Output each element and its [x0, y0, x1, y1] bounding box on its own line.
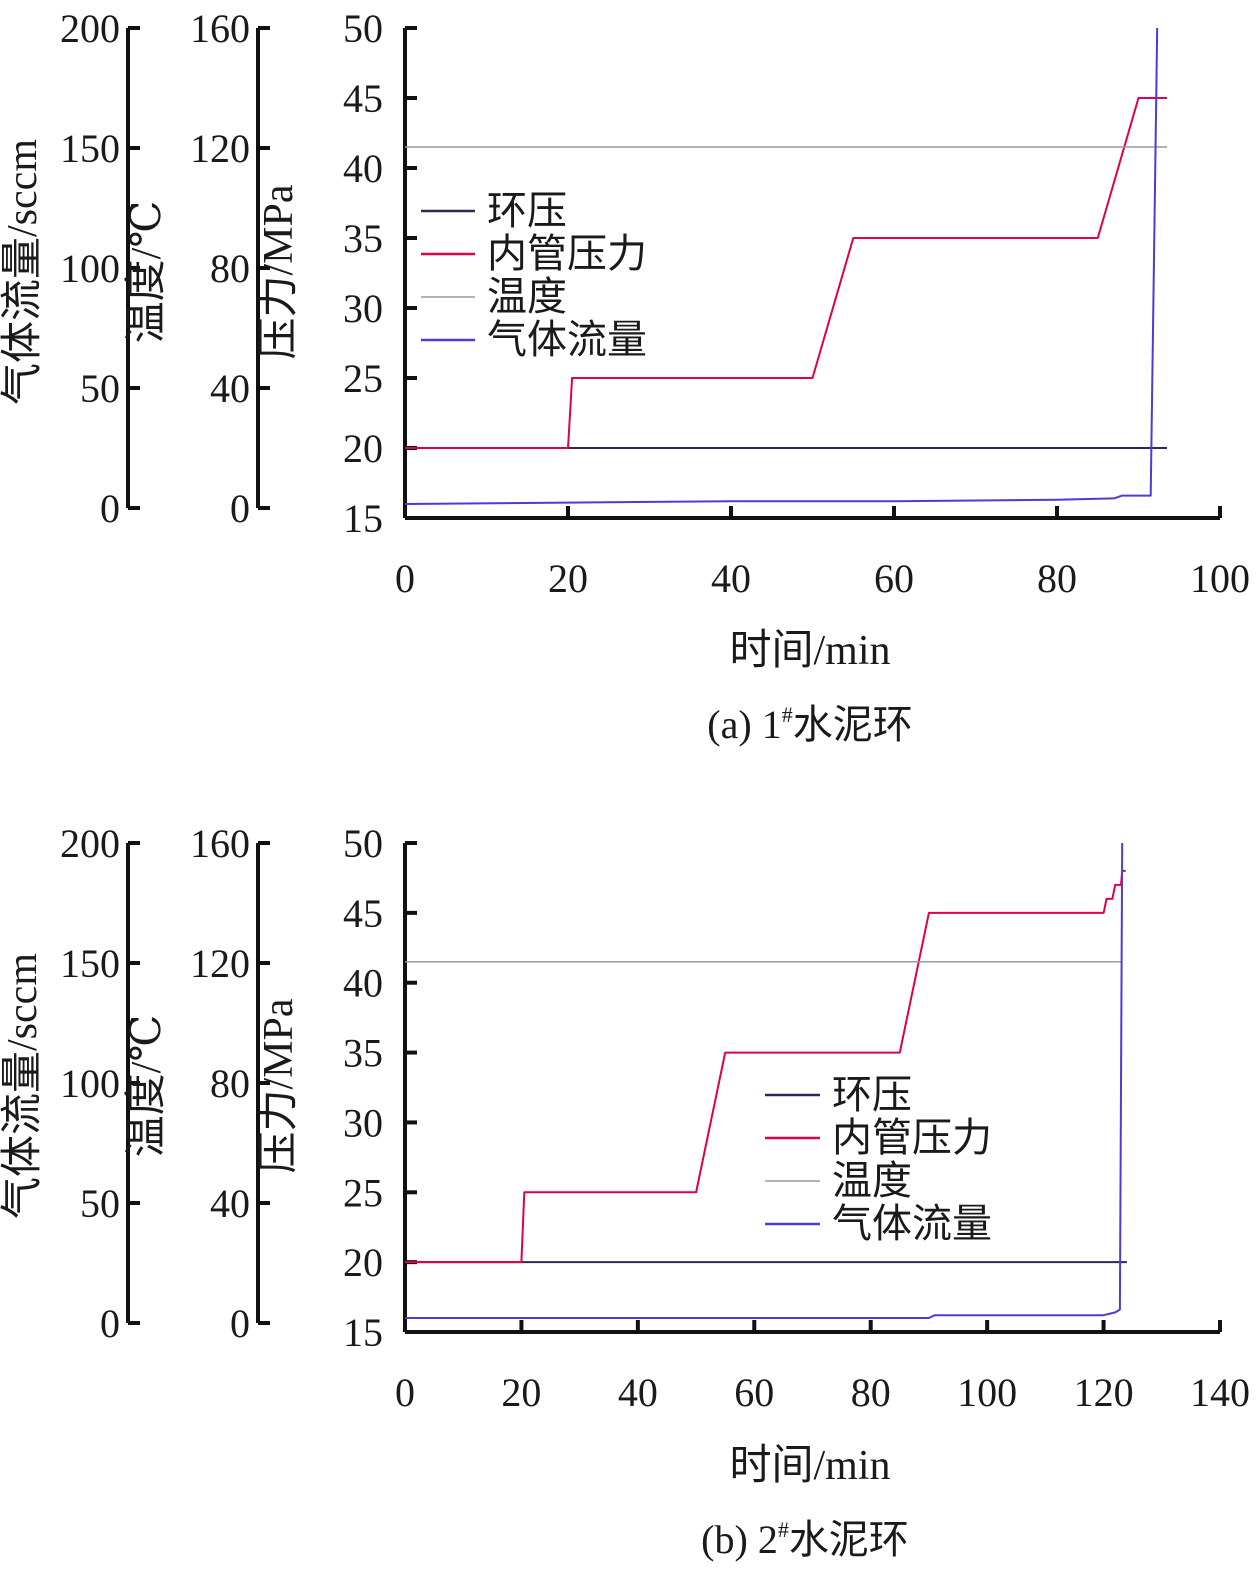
- time-tick-label: 20: [501, 1370, 541, 1415]
- series-inner-line: [405, 869, 1126, 1264]
- pressure-axis-title: 压力/MPa: [256, 184, 302, 359]
- time-tick-label: 40: [618, 1370, 658, 1415]
- temperature-axis-title: 温度/℃: [124, 201, 170, 344]
- gas-flow-tick-label: 0: [100, 1301, 120, 1346]
- temperature-tick-label: 120: [190, 941, 250, 986]
- pressure-tick-label: 40: [343, 146, 383, 191]
- legend-label-temp: 温度: [832, 1158, 912, 1203]
- pressure-tick-label: 30: [343, 286, 383, 331]
- time-axis-title: 时间/min: [729, 628, 890, 674]
- pressure-tick-label: 50: [343, 6, 383, 51]
- pressure-tick-label: 30: [343, 1100, 383, 1145]
- time-tick-label: 100: [1190, 556, 1250, 601]
- legend-label-annular: 环压: [832, 1072, 912, 1117]
- time-tick-label: 60: [874, 556, 914, 601]
- caption-superscript: #: [782, 702, 793, 727]
- temperature-axis-title: 温度/℃: [124, 1015, 170, 1158]
- time-tick-label: 0: [395, 556, 415, 601]
- gas-flow-tick-label: 50: [80, 1181, 120, 1226]
- time-tick-label: 20: [548, 556, 588, 601]
- time-axis-title: 时间/min: [729, 1443, 890, 1489]
- gas-flow-tick-label: 200: [60, 6, 120, 51]
- gas-flow-tick-label: 150: [60, 941, 120, 986]
- legend-label-inner: 内管压力: [487, 231, 647, 276]
- temperature-tick-label: 120: [190, 126, 250, 171]
- time-tick-label: 60: [734, 1370, 774, 1415]
- pressure-tick-label: 40: [343, 961, 383, 1006]
- pressure-tick-label: 35: [343, 1031, 383, 1076]
- caption-suffix: 水泥环: [793, 702, 913, 747]
- caption-superscript: #: [778, 1517, 789, 1542]
- gas-flow-tick-label: 100: [60, 246, 120, 291]
- time-tick-label: 0: [395, 1370, 415, 1415]
- pressure-tick-label: 50: [343, 821, 383, 866]
- temperature-tick-label: 40: [210, 366, 250, 411]
- legend-label-inner: 内管压力: [832, 1115, 992, 1160]
- gas-flow-tick-label: 100: [60, 1061, 120, 1106]
- chart-panel-a: 050100150200气体流量/sccm04080120160温度/℃1520…: [0, 6, 1250, 747]
- temperature-tick-label: 0: [230, 486, 250, 531]
- legend-label-annular: 环压: [487, 188, 567, 233]
- series-gas-line: [405, 842, 1124, 1319]
- figure-caption: (b) 2#水泥环: [701, 1517, 909, 1562]
- pressure-tick-label: 15: [343, 496, 383, 541]
- time-tick-label: 140: [1190, 1370, 1250, 1415]
- gas-flow-tick-label: 0: [100, 486, 120, 531]
- figure-caption: (a) 1#水泥环: [707, 702, 912, 747]
- pressure-tick-label: 25: [343, 356, 383, 401]
- pressure-tick-label: 45: [343, 76, 383, 121]
- pressure-tick-label: 45: [343, 891, 383, 936]
- gas-flow-tick-label: 200: [60, 821, 120, 866]
- pressure-tick-label: 25: [343, 1170, 383, 1215]
- series-inner-line: [405, 97, 1167, 449]
- pressure-tick-label: 15: [343, 1310, 383, 1355]
- caption-prefix: (b) 2: [701, 1517, 778, 1562]
- time-tick-label: 80: [1037, 556, 1077, 601]
- gas-flow-tick-label: 150: [60, 126, 120, 171]
- legend-label-gas: 气体流量: [487, 317, 647, 362]
- legend-label-temp: 温度: [487, 274, 567, 319]
- temperature-tick-label: 80: [210, 1061, 250, 1106]
- temperature-tick-label: 160: [190, 6, 250, 51]
- time-tick-label: 80: [851, 1370, 891, 1415]
- time-tick-label: 40: [711, 556, 751, 601]
- chart-panel-b: 050100150200气体流量/sccm04080120160温度/℃1520…: [0, 821, 1250, 1562]
- gas-flow-axis-title: 气体流量/sccm: [0, 139, 46, 405]
- caption-suffix: 水泥环: [789, 1517, 909, 1562]
- temperature-tick-label: 40: [210, 1181, 250, 1226]
- time-tick-label: 100: [957, 1370, 1017, 1415]
- caption-prefix: (a) 1: [707, 702, 781, 747]
- temperature-tick-label: 0: [230, 1301, 250, 1346]
- legend-label-gas: 气体流量: [832, 1201, 992, 1246]
- temperature-tick-label: 160: [190, 821, 250, 866]
- gas-flow-axis-title: 气体流量/sccm: [0, 953, 46, 1219]
- pressure-tick-label: 20: [343, 426, 383, 471]
- time-tick-label: 120: [1074, 1370, 1134, 1415]
- pressure-axis-title: 压力/MPa: [256, 998, 302, 1173]
- gas-flow-tick-label: 50: [80, 366, 120, 411]
- series-gas-line: [404, 27, 1159, 505]
- pressure-tick-label: 35: [343, 216, 383, 261]
- temperature-tick-label: 80: [210, 246, 250, 291]
- pressure-tick-label: 20: [343, 1240, 383, 1285]
